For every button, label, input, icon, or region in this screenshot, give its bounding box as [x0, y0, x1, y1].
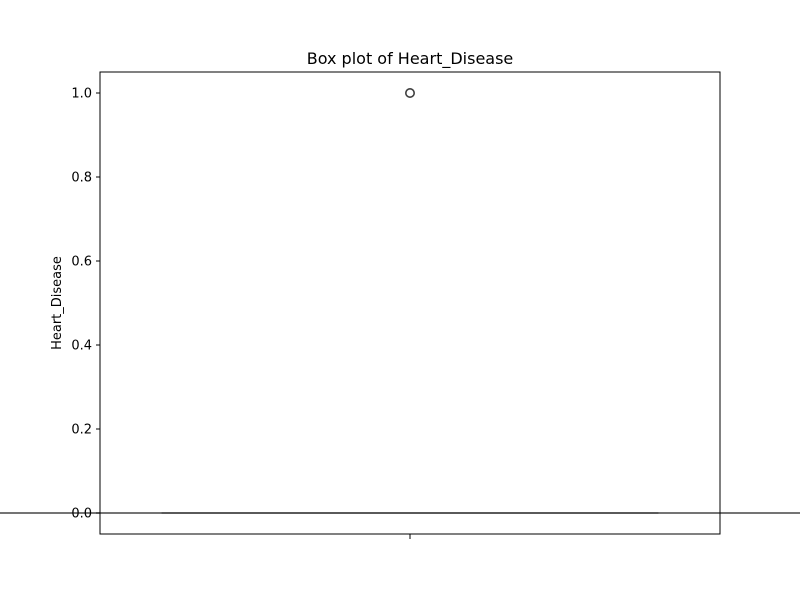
plot-area: [0, 88, 800, 514]
y-axis: 0.0 0.2 0.4 0.6 0.8 1.0: [71, 87, 100, 522]
y-tick-label: 0.2: [71, 423, 92, 438]
y-tick-label: 0.8: [71, 171, 92, 186]
y-tick-label: 0.0: [71, 507, 92, 522]
y-tick-label: 1.0: [71, 87, 92, 102]
y-axis-label: Heart_Disease: [50, 256, 65, 350]
y-tick-label: 0.4: [71, 339, 92, 354]
y-tick-label: 0.6: [71, 255, 92, 270]
chart-title: Box plot of Heart_Disease: [307, 49, 514, 69]
plot-frame: [99, 71, 721, 535]
outlier-point: [404, 88, 415, 99]
